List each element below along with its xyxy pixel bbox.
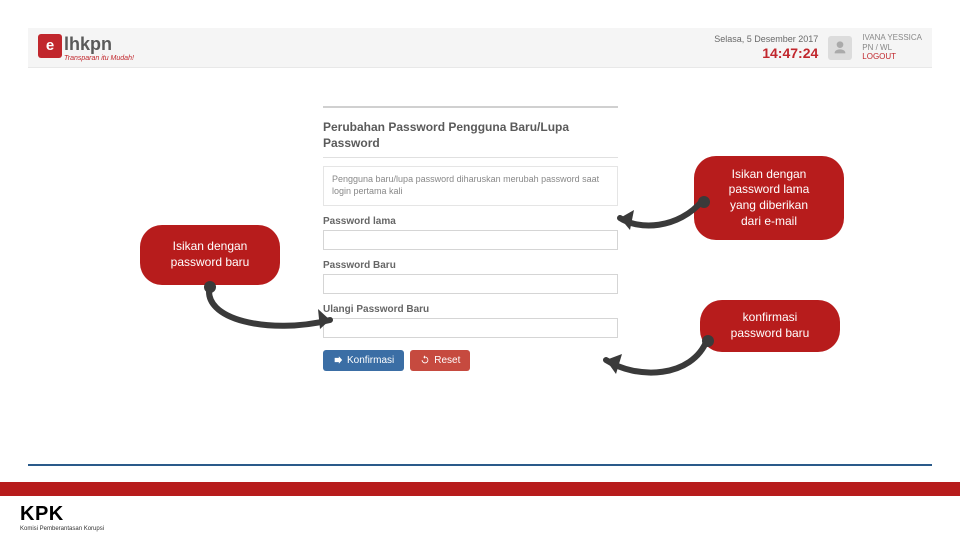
- datetime: Selasa, 5 Desember 2017 14:47:24: [714, 34, 818, 62]
- input-repeat-password[interactable]: [323, 318, 618, 338]
- callout-new-password: Isikan dengan password baru: [140, 225, 280, 285]
- user-role: PN / WL: [862, 43, 922, 53]
- callout-old-password: Isikan dengan password lama yang diberik…: [694, 156, 844, 240]
- share-icon: [333, 355, 343, 365]
- logout-link[interactable]: LOGOUT: [862, 52, 922, 62]
- label-repeat-password: Ulangi Password Baru: [323, 304, 618, 315]
- avatar: [828, 36, 852, 60]
- refresh-icon: [420, 355, 430, 365]
- footer-org-abbr: KPK: [20, 503, 104, 526]
- label-new-password: Password Baru: [323, 260, 618, 271]
- arrow-left-dot: [204, 281, 216, 293]
- logo-mark: e: [38, 34, 62, 58]
- footer-org: KPK Komisi Pemberantasan Korupsi: [20, 503, 104, 532]
- footer-line: [28, 464, 932, 466]
- form-title: Perubahan Password Pengguna Baru/Lupa Pa…: [323, 120, 618, 151]
- footer-red-bar: [0, 482, 960, 496]
- button-row: Konfirmasi Reset: [323, 350, 618, 371]
- arrow-bottom-right-dot: [702, 335, 714, 347]
- top-bar: e lhkpn Transparan itu Mudah! Selasa, 5 …: [28, 28, 932, 68]
- hint-box: Pengguna baru/lupa password diharuskan m…: [323, 166, 618, 205]
- user-icon: [832, 40, 848, 56]
- logo-tagline: Transparan itu Mudah!: [64, 55, 134, 62]
- input-new-password[interactable]: [323, 274, 618, 294]
- change-password-form: Perubahan Password Pengguna Baru/Lupa Pa…: [323, 106, 618, 371]
- label-old-password: Password lama: [323, 216, 618, 227]
- time-text: 14:47:24: [714, 45, 818, 62]
- confirm-button-label: Konfirmasi: [347, 355, 394, 366]
- divider: [323, 157, 618, 158]
- arrow-top-right-dot: [698, 196, 710, 208]
- user-info: IVANA YESSICA PN / WL LOGOUT: [862, 33, 922, 62]
- input-old-password[interactable]: [323, 230, 618, 250]
- user-name: IVANA YESSICA: [862, 33, 922, 43]
- logo: e lhkpn Transparan itu Mudah!: [38, 34, 134, 62]
- date-text: Selasa, 5 Desember 2017: [714, 34, 818, 45]
- reset-button[interactable]: Reset: [410, 350, 470, 371]
- confirm-button[interactable]: Konfirmasi: [323, 350, 404, 371]
- callout-confirm-password: konfirmasi password baru: [700, 300, 840, 352]
- footer-org-full: Komisi Pemberantasan Korupsi: [20, 526, 104, 532]
- reset-button-label: Reset: [434, 355, 460, 366]
- topbar-right: Selasa, 5 Desember 2017 14:47:24 IVANA Y…: [714, 33, 922, 62]
- logo-text: lhkpn: [64, 34, 112, 54]
